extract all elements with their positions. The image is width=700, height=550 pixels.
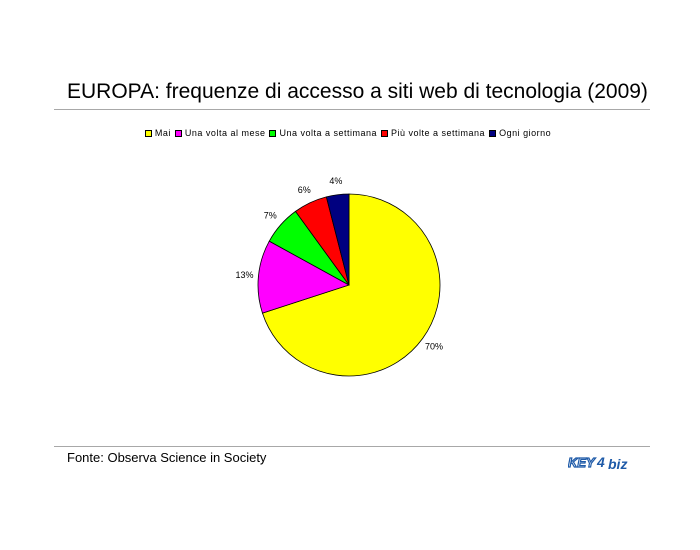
footer-divider: [54, 446, 650, 447]
pie-slice-una-volta-al-mese: [257, 240, 351, 314]
pie-label-ogni-giorno: 4%: [329, 176, 342, 186]
legend-item-mai: Mai: [144, 128, 171, 138]
pie-label-mai: 70%: [425, 342, 443, 352]
logo-text-four: 4: [596, 454, 605, 470]
key4biz-logo: KEY 4 biz: [568, 454, 627, 472]
pie-slice-mai: [261, 193, 441, 377]
legend-swatch-una-volta-a-settimana: [269, 129, 277, 137]
logo-text-key: KEY: [568, 455, 596, 470]
pie-label-una-volta-a-settimana: 7%: [264, 211, 277, 221]
pie-slice-ogni-giorno: [325, 193, 350, 286]
legend-label-piu-volte-a-settimana: Più volte a settimana: [391, 128, 486, 138]
chart-legend: Mai Una volta al mese Una volta a settim…: [0, 128, 700, 138]
pie-label-una-volta-al-mese: 13%: [235, 270, 253, 280]
legend-swatch-una-volta-al-mese: [174, 129, 182, 137]
legend-item-piu-volte-a-settimana: Più volte a settimana: [381, 128, 485, 138]
legend-label-una-volta-a-settimana: Una volta a settimana: [279, 128, 378, 138]
logo-text-biz: biz: [608, 456, 627, 472]
legend-label-ogni-giorno: Ogni giorno: [499, 128, 552, 138]
legend-item-una-volta-a-settimana: Una volta a settimana: [269, 128, 377, 138]
legend-swatch-ogni-giorno: [489, 129, 497, 137]
legend-label-mai: Mai: [154, 128, 171, 138]
legend-swatch-mai: [144, 129, 152, 137]
legend-item-una-volta-al-mese: Una volta al mese: [174, 128, 266, 138]
source-note: Fonte: Observa Science in Society: [67, 450, 267, 465]
legend-swatch-piu-volte-a-settimana: [381, 129, 389, 137]
legend-item-ogni-giorno: Ogni giorno: [489, 128, 551, 138]
chart-title: EUROPA: frequenze di accesso a siti web …: [67, 80, 648, 103]
legend-label-una-volta-al-mese: Una volta al mese: [184, 128, 266, 138]
title-divider: [54, 109, 650, 110]
pie-label-piu-volte-a-settimana: 6%: [298, 185, 311, 195]
